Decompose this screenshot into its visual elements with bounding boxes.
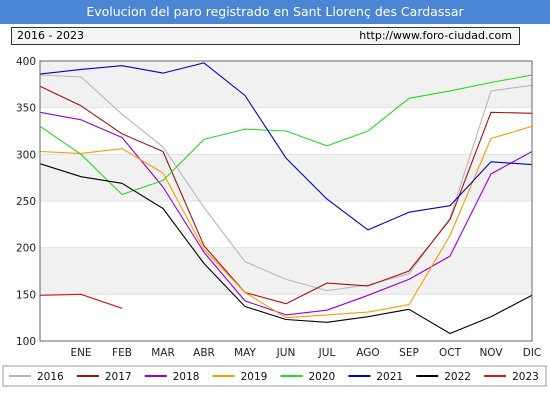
y-tick-label: 350 (16, 103, 36, 115)
legend-label-2018: 2018 (173, 371, 200, 383)
grid-band (40, 61, 532, 108)
x-tick-label: ABR (193, 347, 215, 359)
grid-band (40, 247, 532, 295)
source-link[interactable]: http://www.foro-ciudad.com (359, 29, 512, 42)
x-tick-label: NOV (479, 347, 503, 359)
x-tick-label: SEP (399, 347, 419, 359)
series-line-2017 (39, 85, 533, 305)
legend-box (2, 365, 547, 387)
chart-title: Evolucion del paro registrado en Sant Ll… (0, 0, 550, 24)
y-tick-label: 400 (16, 56, 36, 68)
x-axis-ticks: ENE FEB MAR ABR MAY JUN JUL AGO SEP OCT NOV DIC (70, 347, 541, 359)
grid-band (40, 154, 532, 201)
legend-label-2016: 2016 (37, 371, 64, 383)
legend-label-2020: 2020 (309, 371, 336, 383)
series-line-2018 (39, 111, 533, 316)
grid-bands (40, 61, 532, 295)
info-box: 2016 - 2023 http://www.foro-ciudad.com (11, 27, 520, 45)
plot-frame (39, 60, 533, 342)
series-line-2019 (39, 125, 533, 319)
series-line-2023 (39, 293, 123, 309)
legend-label-2017: 2017 (105, 371, 132, 383)
legend-label-2023: 2023 (512, 371, 539, 383)
legend-label-2022: 2022 (444, 371, 471, 383)
y-tick-label: 150 (16, 289, 36, 301)
legend-label-2019: 2019 (241, 371, 268, 383)
plot-border (39, 60, 533, 342)
x-tick-label: DIC (523, 347, 542, 359)
y-tick-label: 200 (16, 243, 36, 255)
x-tick-label: AGO (356, 347, 379, 359)
x-tick-label: JUN (276, 347, 296, 359)
period-label: 2016 - 2023 (17, 29, 84, 42)
series-line-2022 (39, 163, 533, 335)
legend: 2016 2017 2018 2019 2020 2021 2022 2023 (2, 365, 547, 387)
y-tick-label: 250 (16, 196, 36, 208)
x-tick-label: ENE (70, 347, 91, 359)
legend-label-2021: 2021 (376, 371, 403, 383)
x-tick-label: FEB (112, 347, 132, 359)
x-tick-label: MAR (151, 347, 175, 359)
x-tick-label: MAY (234, 347, 256, 359)
x-tick-label: JUL (318, 347, 336, 359)
series-line-2021 (39, 62, 533, 231)
series-line-2016 (39, 74, 533, 292)
series-lines (39, 62, 533, 335)
y-tick-label: 300 (16, 149, 36, 161)
y-tick-label: 100 (16, 336, 36, 348)
x-tick-label: OCT (439, 347, 462, 359)
y-axis-ticks: 100 150 200 250 300 350 400 (16, 56, 36, 348)
series-line-2020 (39, 74, 533, 196)
